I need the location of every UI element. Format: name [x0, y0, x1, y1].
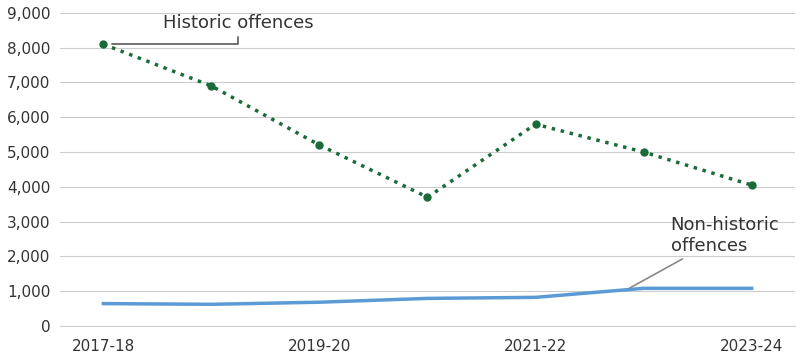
- Text: Historic offences: Historic offences: [112, 14, 313, 44]
- Text: Non-historic
offences: Non-historic offences: [630, 216, 779, 288]
